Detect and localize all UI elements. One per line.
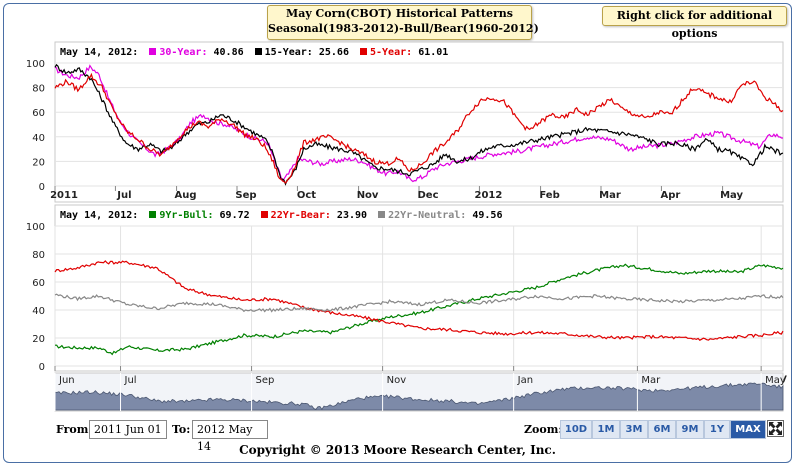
- legend-5y-label: 5-Year:: [370, 47, 413, 58]
- legend-30y-value: 40.86: [213, 47, 244, 58]
- legend-5y-value: 61.01: [418, 47, 449, 58]
- bull-bear-panel: 0 20 40 60 80 100 Jun Jul Sep Nov Jan Mar May: [26, 204, 788, 384]
- y-tick-label: 100: [26, 222, 45, 233]
- legend-neutral-label: 22Yr-Neutral:: [388, 210, 467, 221]
- chart-svg[interactable]: 0 20 40 60 80 100 2011 Jul Aug Sep Oct Nov Dec 2012 Fe…: [0, 0, 795, 420]
- zoom-10d-button[interactable]: 10D: [560, 420, 592, 439]
- x-tick-label: Apr: [661, 190, 681, 201]
- zoom-1y-button[interactable]: 1Y: [704, 420, 730, 439]
- legend-bear-value: 23.90: [336, 210, 368, 221]
- series-line-22yr-neutral: [54, 293, 784, 313]
- legend-top: May 14, 2012: 30-Year: 40.86 15-Year: 25…: [60, 47, 448, 58]
- series-line-22yr-bear: [54, 260, 784, 341]
- zoom-3m-button[interactable]: 3M: [620, 420, 648, 439]
- x-tick-label: May: [720, 190, 743, 201]
- legend-15y-label: 15-Year:: [264, 47, 313, 58]
- legend-bear-label: 22Yr-Bear:: [270, 210, 331, 221]
- y-tick-label: 100: [26, 59, 45, 70]
- y-tick-label: 80: [32, 84, 45, 95]
- legend-30y-label: 30-Year:: [159, 47, 208, 58]
- from-label: From:: [56, 423, 93, 436]
- controls-bar: From: 2011 Jun 01 To: 2012 May 14 Zoom: …: [0, 420, 795, 466]
- navigator-tick-label: Jun: [58, 375, 75, 386]
- zoom-label: Zoom:: [524, 423, 563, 436]
- x-tick-label: Sep: [235, 190, 256, 201]
- expand-icon[interactable]: [767, 420, 784, 437]
- from-date-input[interactable]: 2011 Jun 01: [89, 420, 167, 439]
- legend-bull-value: 69.72: [219, 210, 250, 221]
- right-click-tip[interactable]: Right click for additional options: [602, 6, 787, 40]
- y-tick-label: 0: [39, 362, 45, 373]
- legend-neutral-value: 49.56: [472, 210, 503, 221]
- legend-15y-value: 25.66: [318, 47, 349, 58]
- navigator-tick-label: Nov: [387, 375, 407, 386]
- legend-5y-swatch: [360, 48, 367, 55]
- panel-top-bg: [54, 41, 784, 203]
- seasonal-panel: 0 20 40 60 80 100 2011 Jul Aug Sep Oct Nov Dec 2012 Fe…: [26, 41, 784, 203]
- zoom-6m-button[interactable]: 6M: [648, 420, 676, 439]
- legend-bull-label: 9Yr-Bull:: [159, 210, 214, 221]
- chart-title: May Corn(CBOT) Historical Patterns Seaso…: [267, 5, 539, 40]
- copyright-text: Copyright © 2013 Moore Research Center, …: [239, 443, 556, 457]
- legend-neutral-swatch: [378, 211, 386, 218]
- legend-top-date: May 14, 2012:: [60, 47, 139, 58]
- title-line-1: May Corn(CBOT) Historical Patterns: [286, 7, 513, 20]
- x-tick-label: Jul: [116, 190, 131, 201]
- navigator-area: [54, 382, 784, 411]
- to-date-input[interactable]: 2012 May 14: [192, 420, 268, 453]
- navigator-tick-label: Jul: [124, 375, 137, 386]
- series-line-9yr-bull: [55, 263, 784, 356]
- legend-15y-swatch: [254, 48, 262, 55]
- x-tick-label: Dec: [417, 190, 438, 201]
- title-line-2: Seasonal(1983-2012)-Bull/Bear(1960-2012): [268, 22, 539, 35]
- x-tick-label: Feb: [539, 190, 559, 201]
- y-tick-label: 40: [32, 306, 45, 317]
- navigator-panel: Jun Jul Sep Nov Jan Mar May: [54, 372, 786, 412]
- x-tick-label: 2011: [50, 190, 78, 201]
- y-tick-label: 60: [32, 278, 45, 289]
- y-tick-label: 20: [32, 334, 45, 345]
- navigator-tick-label: Mar: [641, 375, 661, 386]
- x-tick-label: Mar: [599, 190, 621, 201]
- navigator-tick-label: Sep: [256, 375, 275, 386]
- x-tick-label: Oct: [297, 190, 316, 201]
- legend-30y-swatch: [149, 48, 157, 55]
- zoom-max-button[interactable]: MAX: [730, 420, 766, 439]
- y-tick-label: 80: [32, 250, 45, 261]
- series-line-5-year: [54, 72, 784, 184]
- navigator-tick-label: May: [765, 375, 786, 386]
- x-tick-label: Aug: [175, 190, 197, 201]
- to-label: To:: [172, 423, 191, 436]
- y-tick-label: 60: [32, 108, 45, 119]
- y-tick-label: 0: [39, 182, 45, 193]
- legend-bottom: May 14, 2012: 9Yr-Bull: 69.72 22Yr-Bear:…: [60, 210, 502, 221]
- legend-bottom-date: May 14, 2012:: [60, 210, 139, 221]
- x-tick-label: 2012: [475, 190, 503, 201]
- y-tick-label: 20: [32, 157, 45, 168]
- x-tick-label: Nov: [357, 190, 379, 201]
- navigator-tick-label: Jan: [517, 375, 533, 386]
- zoom-1m-button[interactable]: 1M: [592, 420, 620, 439]
- legend-bull-swatch: [149, 211, 157, 218]
- legend-bear-swatch: [260, 211, 268, 218]
- y-tick-label: 40: [32, 133, 45, 144]
- zoom-9m-button[interactable]: 9M: [676, 420, 704, 439]
- panel-bottom-bg: [54, 204, 784, 372]
